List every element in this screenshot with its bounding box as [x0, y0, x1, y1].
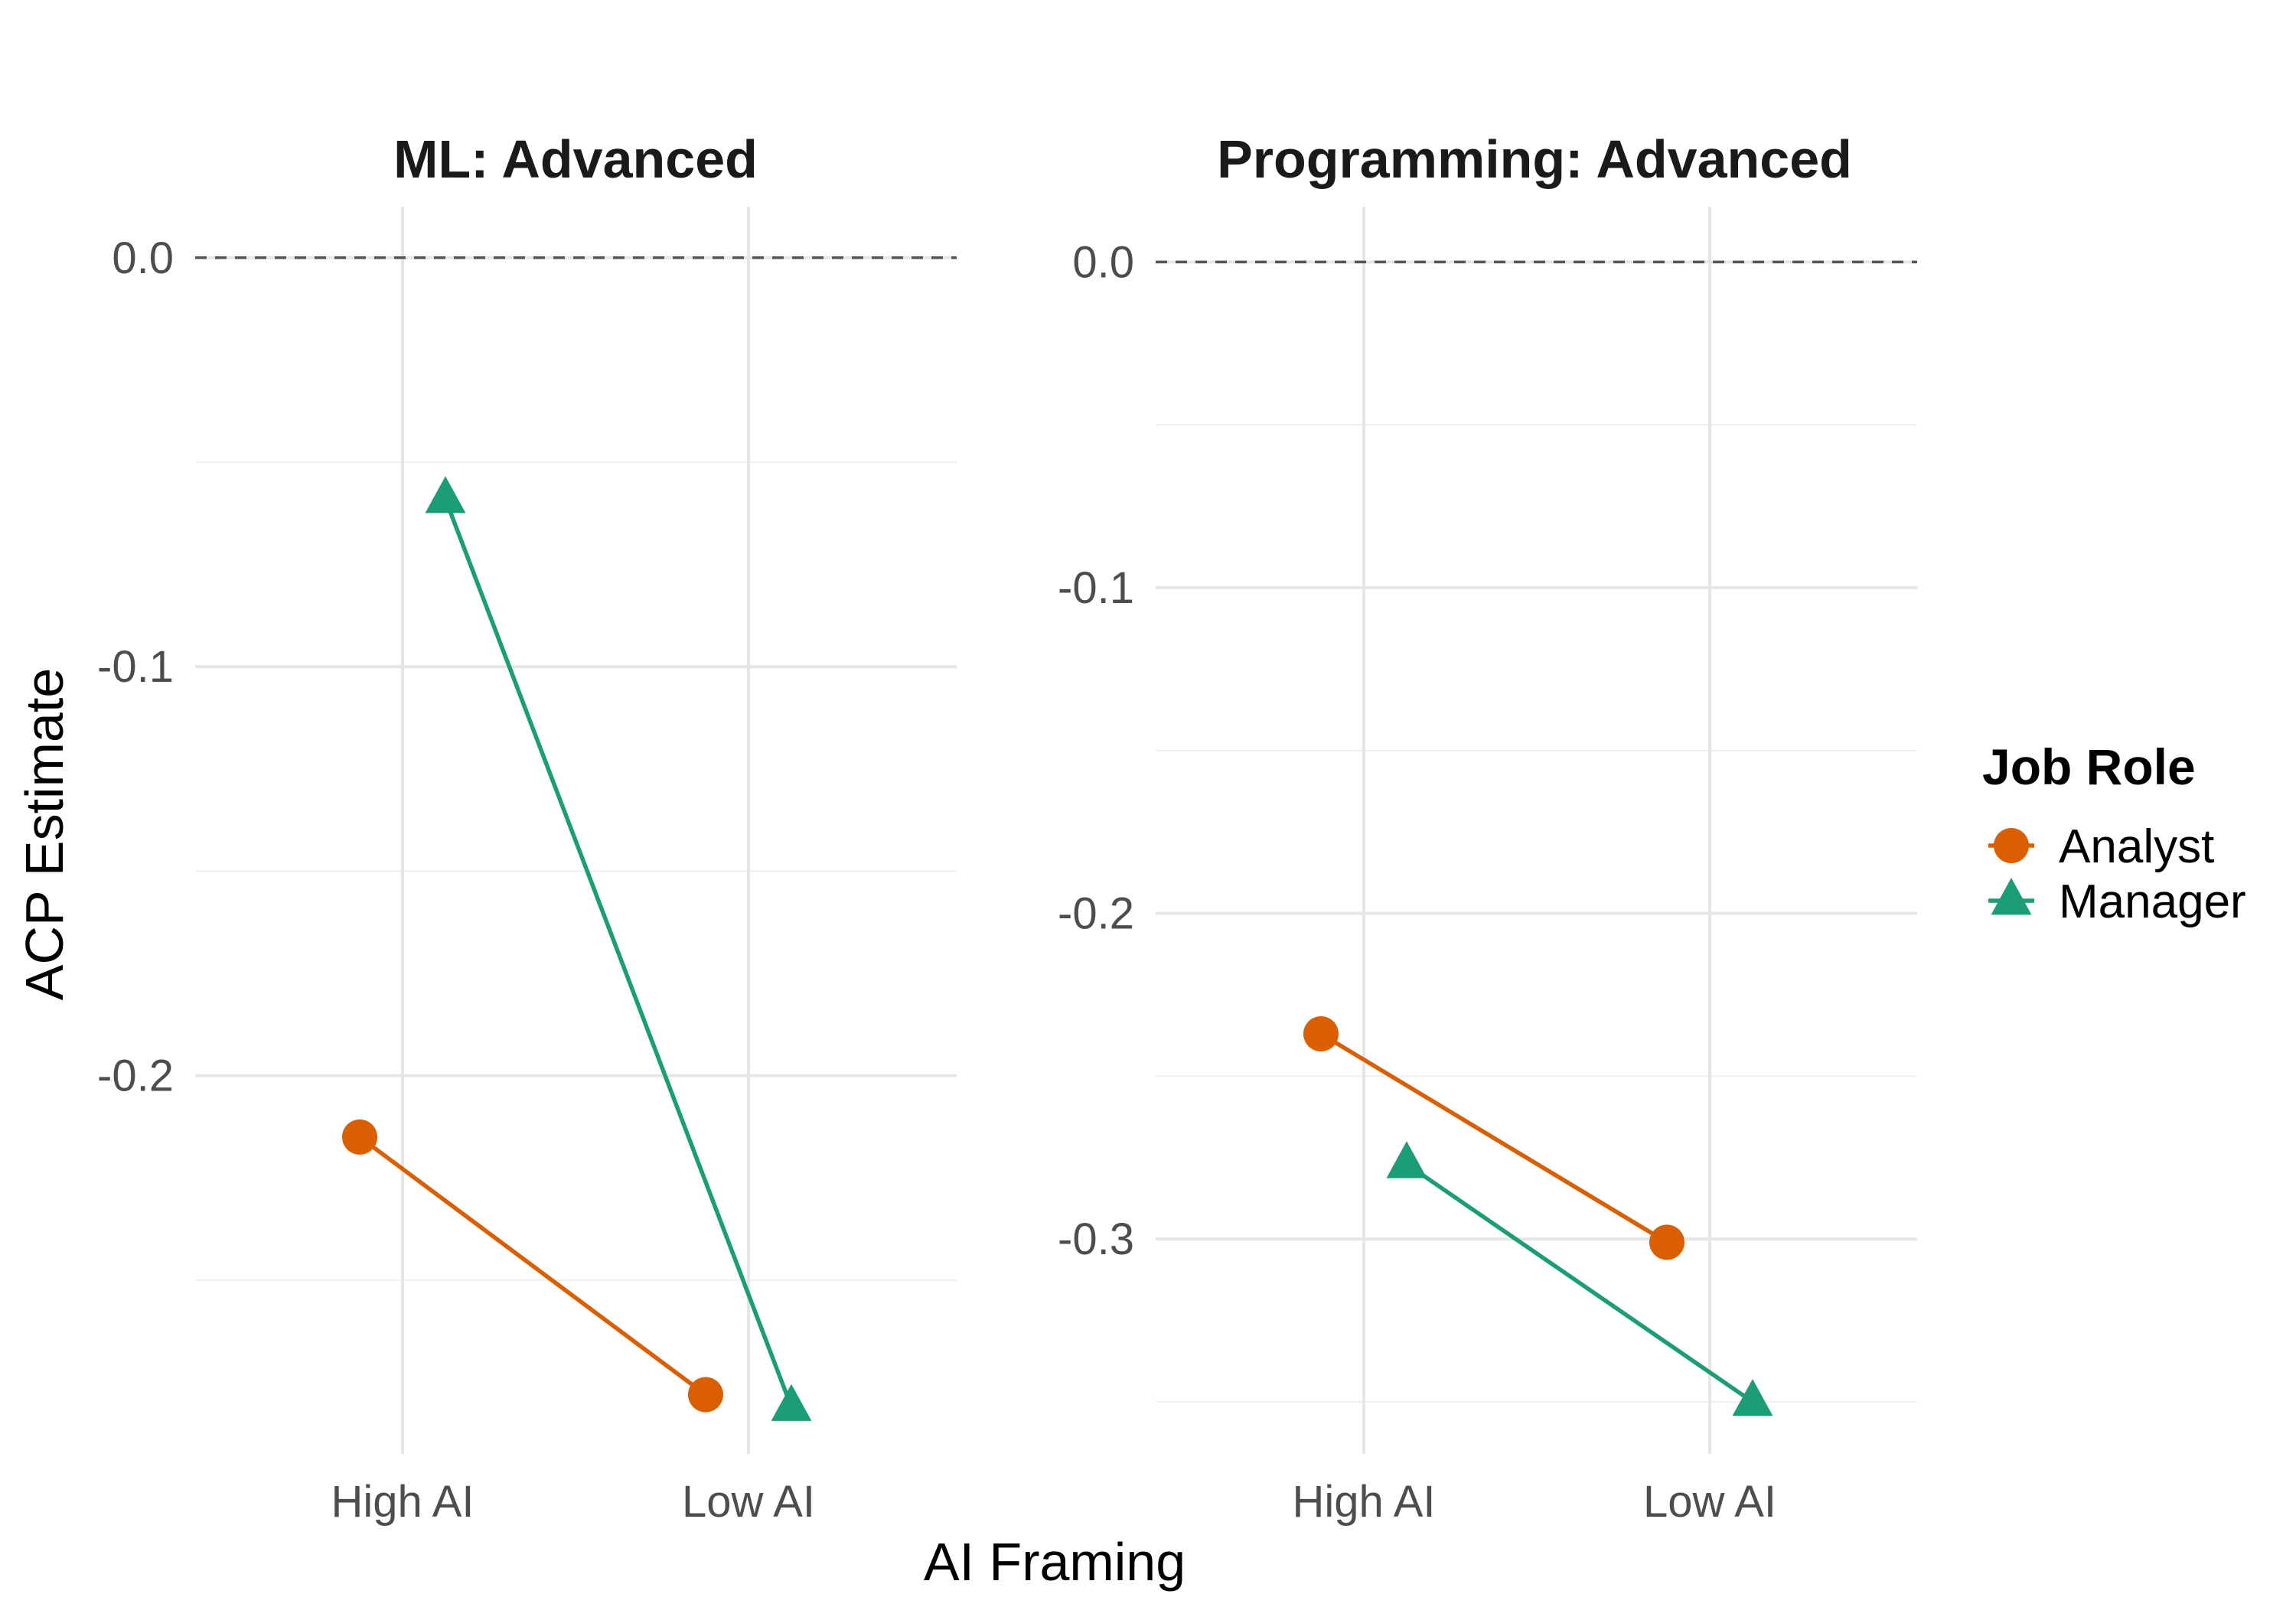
legend-key-circle-icon [1994, 828, 2029, 863]
y-tick-label: -0.2 [97, 1051, 174, 1101]
y-tick-label: -0.1 [97, 642, 174, 692]
data-point-manager [1732, 1378, 1773, 1416]
data-point-manager [425, 476, 466, 513]
y-tick-label: 0.0 [1072, 237, 1134, 287]
y-tick-label: -0.2 [1058, 889, 1134, 939]
panel-title: Programming: Advanced [1217, 129, 1852, 189]
data-point-manager [771, 1384, 812, 1421]
x-tick-label: High AI [331, 1477, 475, 1527]
x-axis-title: AI Framing [924, 1532, 1186, 1592]
legend-label: Analyst [2059, 820, 2214, 873]
panel-title: ML: Advanced [393, 129, 758, 189]
y-tick-label: -0.3 [1058, 1214, 1134, 1264]
x-tick-label: Low AI [1643, 1477, 1776, 1527]
data-point-analyst [342, 1119, 377, 1155]
x-tick-label: Low AI [682, 1477, 815, 1527]
legend-key-triangle-icon [1991, 878, 2032, 915]
legend-label: Manager [2059, 875, 2246, 928]
x-tick-label: High AI [1293, 1477, 1436, 1527]
y-axis-title: ACP Estimate [15, 668, 74, 1000]
data-point-analyst [1649, 1224, 1684, 1260]
series-line-analyst [358, 1135, 707, 1397]
y-tick-label: 0.0 [112, 233, 174, 283]
series-line-analyst [1319, 1032, 1668, 1244]
legend-title: Job Role [1982, 738, 2196, 795]
series-line-manager [443, 498, 794, 1408]
data-point-analyst [688, 1377, 723, 1413]
data-point-manager [1386, 1141, 1427, 1178]
series-line-manager [1405, 1162, 1754, 1404]
y-tick-label: -0.1 [1058, 563, 1134, 613]
data-point-analyst [1303, 1015, 1339, 1051]
